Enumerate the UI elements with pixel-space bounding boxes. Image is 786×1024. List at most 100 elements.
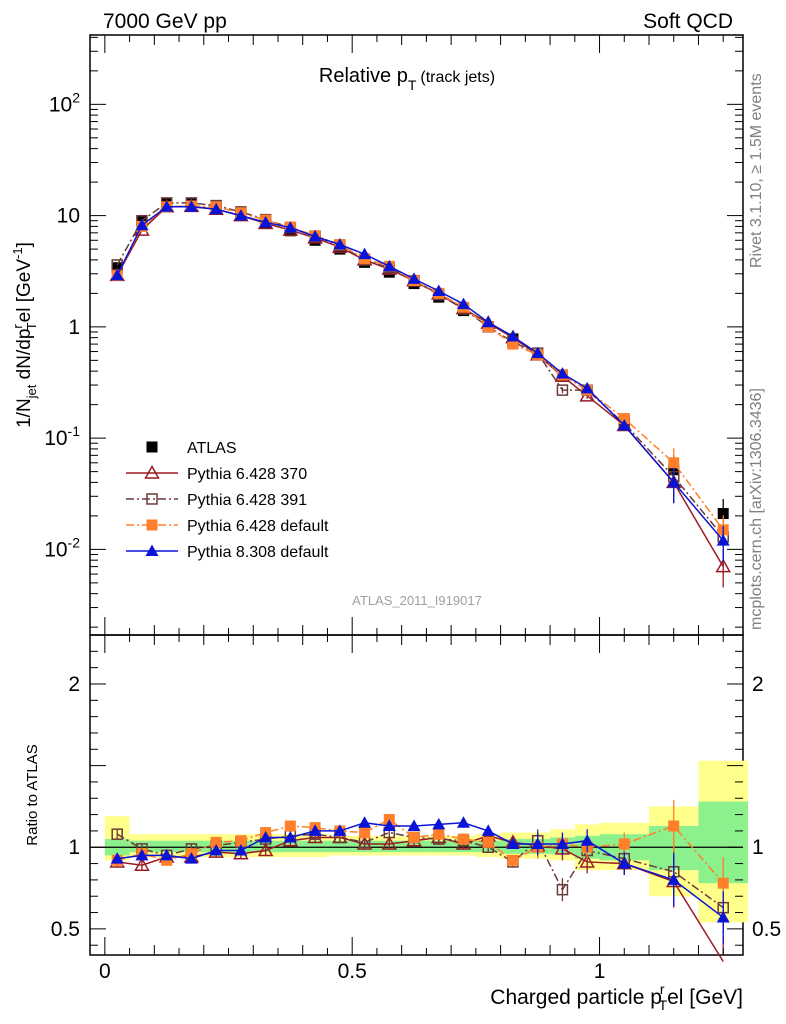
series-line-p6_391 (116, 202, 724, 538)
ratio-point-p8_default (209, 844, 223, 856)
series-point-p6_391 (556, 384, 569, 396)
ratio-series-p8_default (110, 816, 730, 944)
series-point-p8_default (667, 475, 681, 488)
ratio-point-p6_default (359, 827, 371, 839)
ratio-tick-label: 2 (68, 673, 80, 696)
ratio-y-axis: 0.5 0.5 1 1 2 2 (51, 650, 781, 946)
ratio-line-p6_391 (116, 831, 724, 909)
series-point-p8_default (308, 229, 322, 242)
series-point-atlas (717, 508, 729, 520)
series-point-p8_default (407, 272, 421, 284)
legend-marker-p6_370 (144, 464, 160, 479)
series-point-p8_default (716, 534, 730, 546)
ratio-y-label: Ratio to ATLAS (24, 744, 41, 845)
ratio-point-p6_391 (556, 883, 569, 896)
main-y-axis: 10-2 10-1 1 10 102 (44, 36, 743, 628)
y-tick-label: 10-2 (44, 534, 80, 561)
ratio-point-p8_default (432, 817, 446, 830)
ratio-point-p6_default (235, 835, 247, 847)
ratio-point-p8_default (358, 816, 372, 828)
series-line-p6_default (116, 205, 724, 531)
ratio-point-p6_370 (579, 853, 595, 868)
series-point-p8_default (234, 209, 248, 221)
ratio-point-p6_default (717, 877, 729, 889)
ratio-band-inner (327, 840, 353, 853)
series-point-p6_default (618, 413, 630, 425)
series-line-p6_370 (116, 205, 724, 567)
side-label-bottom: mcplots.cern.ch [arXiv:1306.3436] (748, 388, 765, 630)
ratio-point-p6_default (383, 813, 395, 825)
ratio-frame (89, 634, 744, 956)
series-p8_default (110, 200, 730, 562)
ratio-point-p6_370 (257, 842, 274, 857)
main-plot-area (109, 197, 731, 588)
series-point-p6_default (507, 338, 519, 350)
ratio-point-p6_default (433, 828, 445, 840)
main-panel: 10-2 10-1 1 10 102 Relative pT (track jets) A… (44, 34, 744, 636)
series-point-p8_default (209, 202, 223, 215)
ratio-point-p8_default (481, 824, 495, 836)
series-point-p8_default (358, 247, 372, 260)
y-tick-label: 10 (57, 205, 80, 228)
ratio-point-p6_370 (381, 835, 398, 850)
legend-item-p6_370: Pythia 6.428 370 (126, 464, 307, 483)
series-point-p6_default (668, 457, 680, 469)
series-point-p8_default (333, 237, 347, 250)
legend-marker-atlas (146, 441, 158, 453)
ratio-point-p6_default (408, 831, 420, 843)
ratio-tick-label: 0.5 (51, 918, 80, 941)
ratio-point-p8_default (308, 824, 322, 836)
ratio-point-p8_default (667, 873, 681, 885)
ratio-point-p8_default (506, 837, 520, 849)
ratio-tick-label: 1 (68, 836, 80, 859)
ratio-point-p8_default (580, 834, 594, 846)
ratio-band-inner (426, 840, 452, 853)
x-tick-label: 0.5 (338, 960, 367, 983)
x-tick-label: 1 (594, 960, 606, 983)
ratio-point-p8_default (382, 819, 396, 832)
series-point-p8_default (184, 200, 198, 212)
ratio-point-p6_default (482, 836, 494, 848)
ratio-point-p8_default (617, 857, 631, 869)
ratio-point-p8_default (531, 837, 545, 849)
ratio-point-p8_default (160, 848, 174, 861)
legend-label-p8_default: Pythia 8.308 default (187, 544, 329, 561)
ratio-point-p6_default (507, 854, 519, 866)
x-tick-label: 0 (99, 960, 111, 983)
ratio-point-p8_default (716, 910, 730, 923)
series-point-p8_default (432, 284, 446, 297)
legend-item-atlas: ATLAS (146, 440, 237, 457)
ratio-point-p8_default (333, 824, 347, 836)
legend-marker-p8_default (145, 544, 159, 556)
y-tick-label: 1 (68, 316, 80, 339)
ratio-point-p6_default (457, 833, 469, 845)
ratio-point-p6_default (668, 820, 680, 832)
ratio-point-p8_default (234, 844, 248, 856)
series-point-p8_default (382, 259, 396, 272)
header-left: 7000 GeV pp (103, 10, 227, 33)
series-point-p8_default (617, 418, 631, 431)
ratio-point-p6_391 (111, 828, 123, 840)
ratio-point-p6_370 (307, 829, 323, 844)
ratio-point-p8_default (555, 837, 569, 849)
x-axis: 0 0.5 1 (99, 35, 724, 983)
chart-title: Relative pT (track jets) (319, 65, 495, 93)
ratio-tick-label-right: 0.5 (752, 918, 781, 941)
y-tick-label: 10-1 (44, 423, 80, 450)
ratio-tick-label-right: 1 (752, 836, 764, 859)
ratio-point-p6_default (618, 838, 630, 850)
x-axis-label: Charged particle pr Tel [GeV] (490, 981, 743, 1013)
ratio-point-p8_default (135, 848, 149, 861)
legend-item-p6_default: Pythia 6.428 default (126, 518, 329, 535)
header-right: Soft QCD (643, 10, 733, 33)
ratio-panel: 0.5 0.5 1 1 2 2 (51, 634, 781, 962)
series-point-p8_default (481, 315, 495, 328)
ratio-point-p8_default (407, 819, 421, 832)
series-point-p8_default (283, 221, 297, 233)
ratio-plot-area (90, 760, 748, 962)
series-point-p8_default (135, 218, 149, 231)
ratio-line-p6_default (117, 818, 724, 884)
ratio-point-p6_370 (134, 857, 150, 871)
side-label-top: Rivet 3.1.10, ≥ 1.5M events (748, 73, 765, 268)
